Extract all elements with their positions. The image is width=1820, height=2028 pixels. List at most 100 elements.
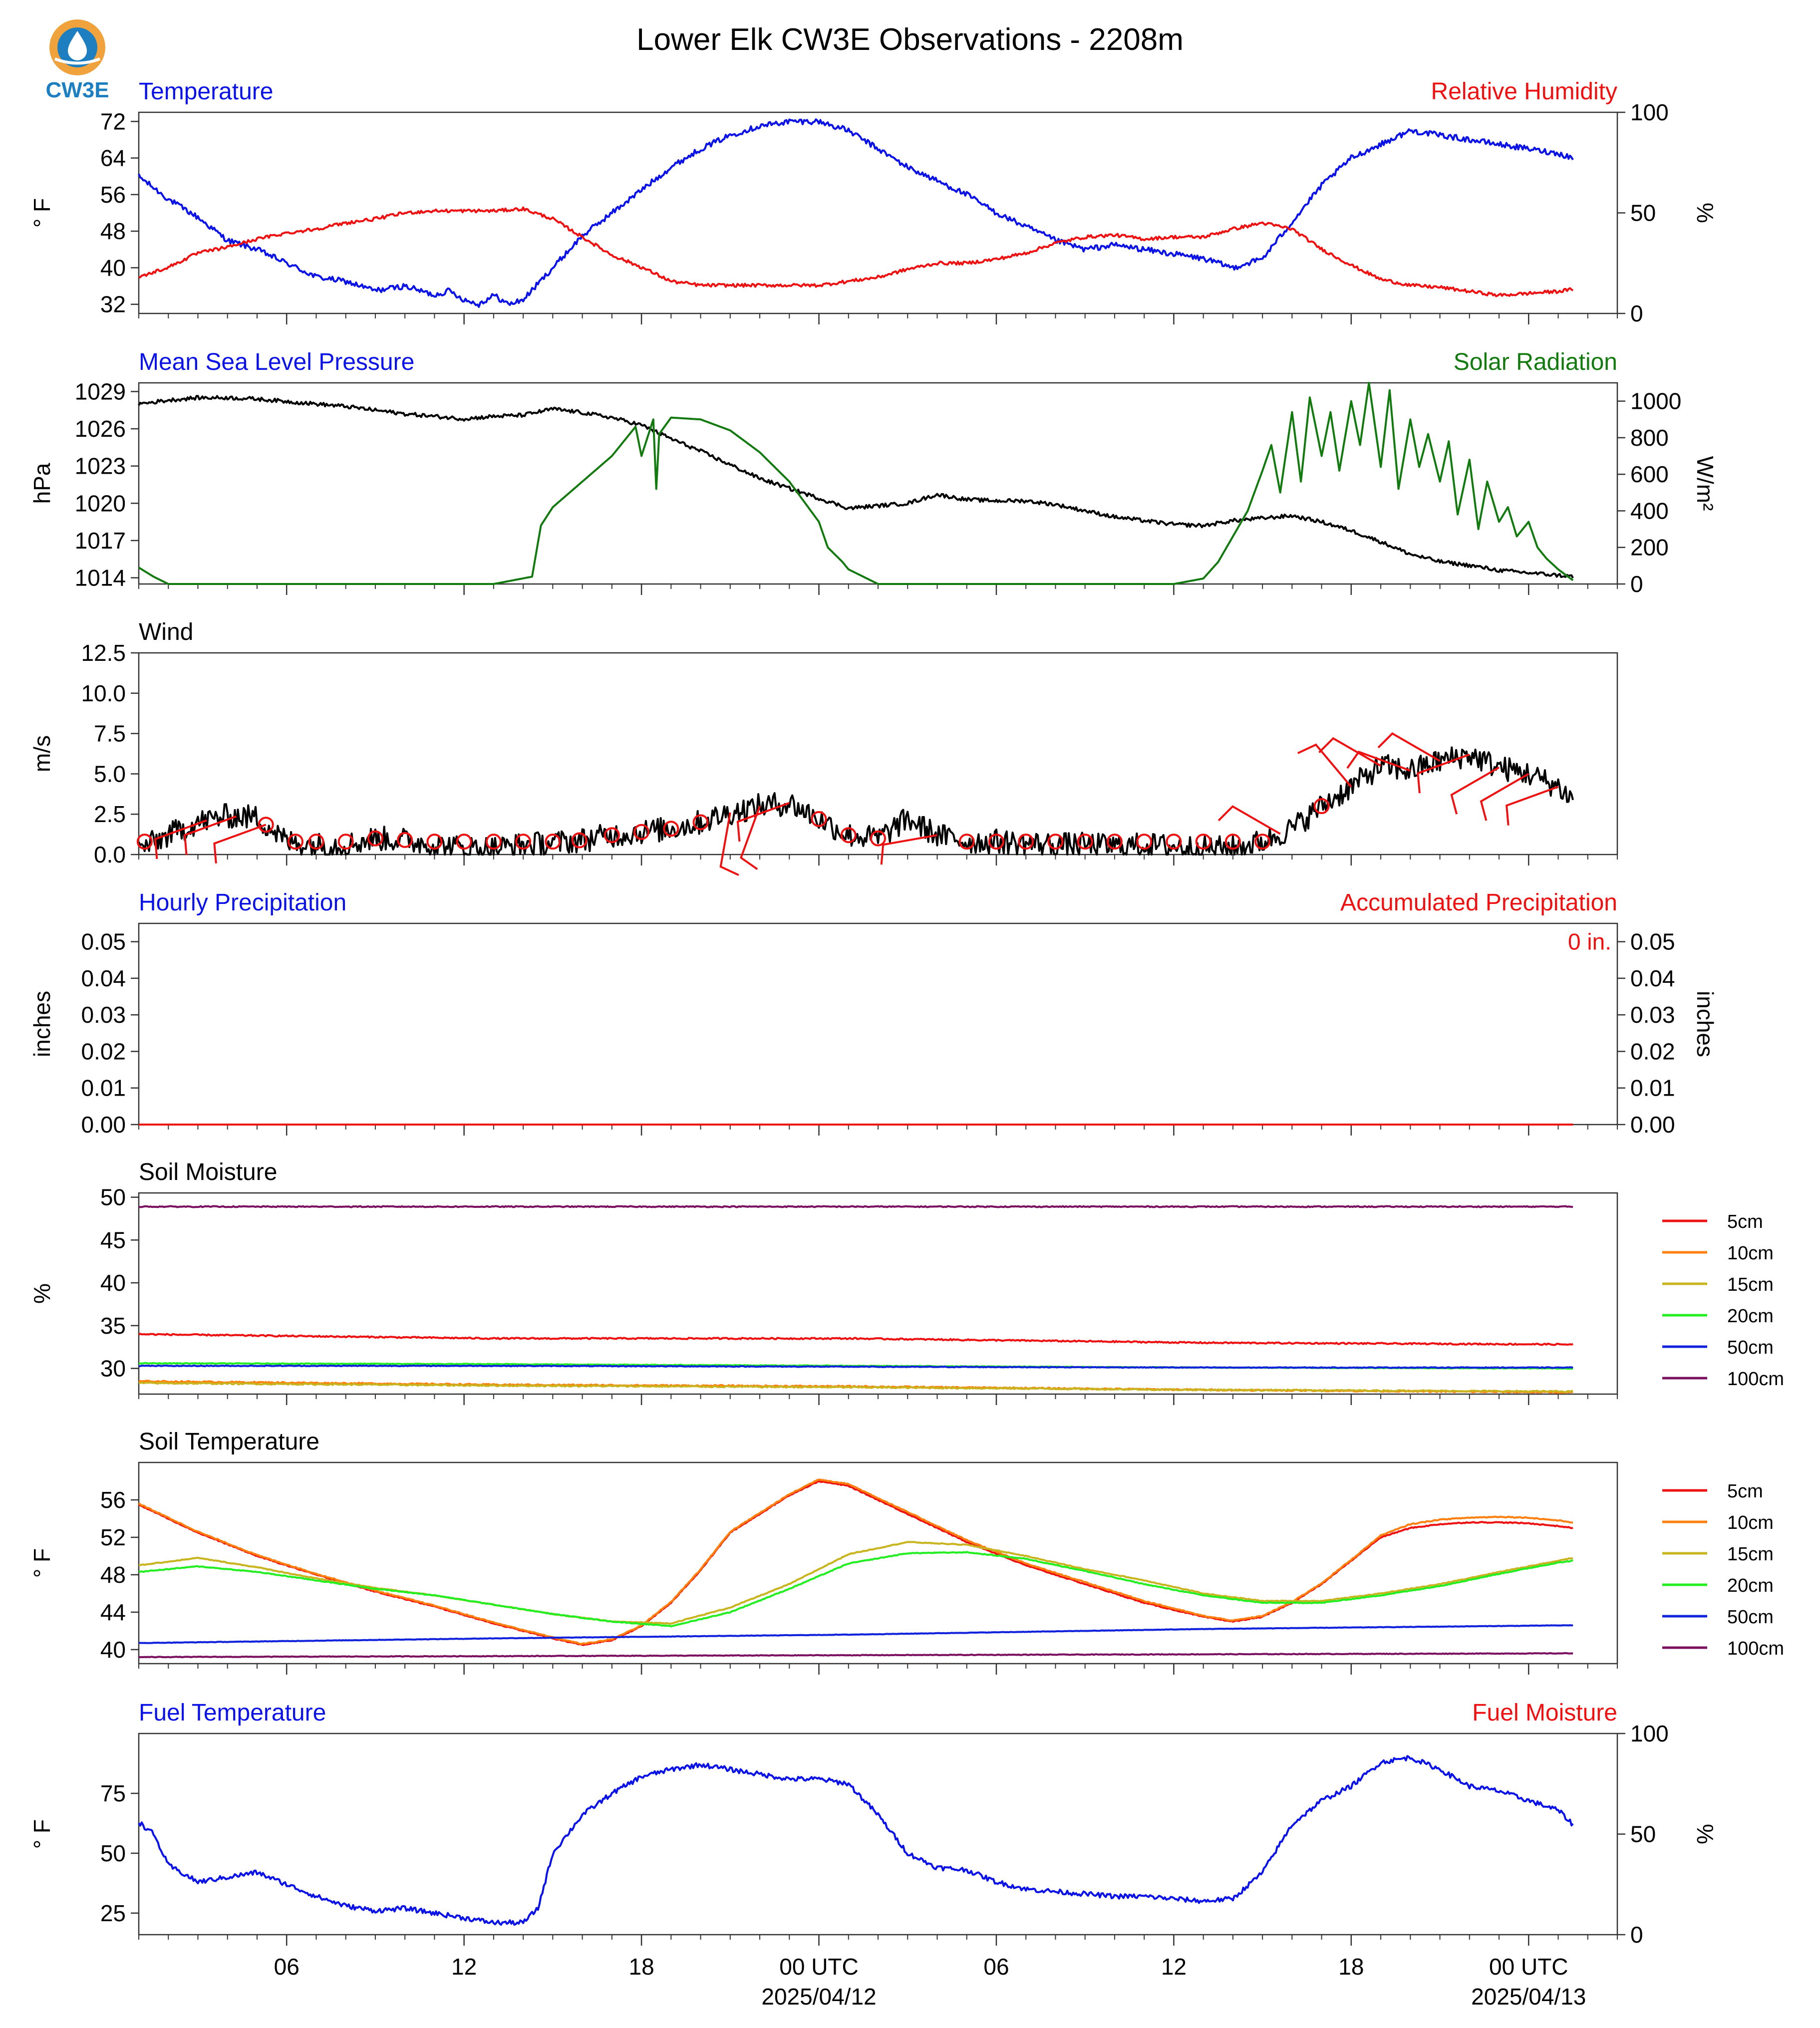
- panel-2: Mean Sea Level Pressure Solar Radiation 10…: [29, 349, 1718, 597]
- figure-title: Lower Elk CW3E Observations - 2208m: [636, 22, 1184, 57]
- wind-barb-calm: [1166, 834, 1182, 850]
- wind-barb-calm: [1195, 834, 1212, 850]
- cw3e-logo: CW3E: [45, 19, 109, 102]
- y-tick-label-left: 0.01: [81, 1075, 126, 1101]
- series-line-mean-sea-level-pressure: [138, 395, 1574, 579]
- legend-label: 5cm: [1727, 1481, 1763, 1502]
- y-axis-label-left: ° F: [29, 198, 55, 228]
- wind-barb: [1417, 753, 1470, 794]
- series-line-relative-humidity: [138, 206, 1574, 297]
- panels: Temperature Relative Humidity 32 40 48 56 64 72…: [29, 78, 1784, 2010]
- y-tick-label-right: 0.00: [1630, 1112, 1675, 1138]
- y-tick-label-left: 1017: [75, 528, 126, 554]
- y-tick-label-left: 56: [100, 182, 126, 208]
- y-tick-label-left: 40: [100, 255, 126, 281]
- wind-barb-calm: [1077, 834, 1093, 850]
- wind-barb-calm: [870, 830, 886, 847]
- y-tick-label-left: 12.5: [81, 640, 126, 666]
- y-tick-label-left: 2.5: [94, 801, 126, 827]
- legend-label: 10cm: [1727, 1243, 1774, 1264]
- wind-barb: [1377, 732, 1441, 762]
- wind-barb-calm: [1047, 834, 1064, 850]
- panel-title-right: Relative Humidity: [1431, 78, 1617, 105]
- y-tick-label-right: 0: [1630, 1922, 1643, 1948]
- x-tick-label: 06: [983, 1954, 1009, 1980]
- y-tick-label-right: 0.05: [1630, 929, 1675, 955]
- y-tick-label-left: 52: [100, 1524, 126, 1550]
- series-line-temperature: [138, 118, 1574, 308]
- series-line-15cm: [138, 1381, 1573, 1394]
- panel-title-left: Mean Sea Level Pressure: [139, 349, 414, 375]
- wind-barb: [1346, 750, 1411, 772]
- y-axis-label-right: W/m²: [1692, 456, 1718, 511]
- y-axis-label-right: %: [1692, 1824, 1718, 1844]
- wind-barb-calm: [287, 834, 303, 850]
- logo-wave-icon: [54, 57, 101, 65]
- legend: 5cm 10cm 15cm 20cm 50cm 100cm: [1662, 1481, 1784, 1659]
- y-tick-label-left: 50: [100, 1184, 126, 1210]
- y-tick-label-right: 0: [1630, 300, 1643, 326]
- wind-barb-calm: [840, 827, 857, 844]
- logo-text: CW3E: [45, 78, 109, 102]
- wind-barb-calm: [663, 821, 679, 837]
- panel-title-right: Solar Radiation: [1454, 349, 1617, 375]
- x-tick-label: 00 UTC: [1489, 1954, 1568, 1980]
- wind-barb: [1318, 737, 1382, 767]
- wind-barb: [1297, 743, 1352, 788]
- x-date-label: 2025/04/13: [1471, 1984, 1586, 2010]
- y-tick-label-right: 100: [1630, 1721, 1669, 1746]
- legend-label: 5cm: [1727, 1211, 1763, 1232]
- panel-4: Hourly Precipitation Accumulated Precipit…: [29, 889, 1718, 1138]
- y-tick-label-right: 0: [1630, 571, 1643, 597]
- y-axis-label-left: ° F: [29, 1819, 55, 1849]
- wind-barb-calm: [426, 834, 443, 850]
- wind-barb-calm: [692, 814, 709, 831]
- series-line-5cm: [138, 1333, 1573, 1346]
- wind-barb-calm: [456, 834, 472, 850]
- legend-label: 15cm: [1727, 1544, 1774, 1565]
- y-tick-label-left: 35: [100, 1313, 126, 1339]
- y-tick-label-left: 0.00: [81, 1112, 126, 1138]
- y-tick-label-right: 0.02: [1630, 1038, 1675, 1064]
- wind-barb-calm: [1136, 834, 1153, 850]
- y-tick-label-left: 75: [100, 1780, 126, 1806]
- wind-barb-calm: [1313, 798, 1330, 815]
- wind-barb: [736, 802, 790, 842]
- panel-7: Fuel Temperature Fuel Moisture 25 50 75 ° F 0 5…: [29, 1700, 1718, 2010]
- panel-3: Wind 0.0 2.5 5.0 7.5 10.0 12.5 m/s: [29, 619, 1618, 876]
- series-line-100cm: [139, 1205, 1573, 1208]
- panel-title-right: Fuel Moisture: [1472, 1700, 1617, 1726]
- panel-title-left: Soil Moisture: [139, 1159, 277, 1185]
- y-tick-label-left: 0.0: [94, 842, 126, 868]
- y-tick-label-left: 40: [100, 1637, 126, 1663]
- series-line-10cm: [138, 1478, 1573, 1645]
- y-tick-label-right: 600: [1630, 461, 1669, 487]
- wind-barb-calm: [367, 830, 383, 847]
- y-axis-label-left: hPa: [29, 463, 55, 504]
- wind-barb: [1506, 786, 1559, 826]
- wind-barb-calm: [633, 824, 650, 840]
- x-tick-label: 00 UTC: [779, 1954, 858, 1980]
- y-tick-label-left: 0.05: [81, 929, 126, 955]
- legend-label: 20cm: [1727, 1306, 1774, 1327]
- y-tick-label-right: 0.04: [1630, 965, 1675, 991]
- legend-label: 100cm: [1727, 1369, 1784, 1390]
- wind-barb: [880, 834, 937, 865]
- legend: 5cm 10cm 15cm 20cm 50cm 100cm: [1662, 1211, 1784, 1390]
- wind-barb-calm: [604, 827, 620, 844]
- x-tick-label: 18: [1338, 1954, 1364, 1980]
- y-tick-label-left: 48: [100, 218, 126, 244]
- logo-drop-icon: [68, 31, 87, 60]
- panel-title-left: Soil Temperature: [139, 1429, 319, 1455]
- y-tick-label-left: 1029: [75, 378, 126, 404]
- y-tick-label-right: 800: [1630, 425, 1669, 451]
- legend-label: 50cm: [1727, 1607, 1774, 1628]
- y-axis-label-left: inches: [29, 991, 55, 1057]
- panel-6: Soil Temperature 40 44 48 52 56 ° F 5cm 10cm 15cm…: [29, 1429, 1784, 1675]
- y-tick-label-right: 1000: [1630, 388, 1681, 414]
- x-tick-label: 06: [274, 1954, 300, 1980]
- series-line-100cm: [138, 1652, 1573, 1659]
- wind-barb: [1217, 805, 1281, 835]
